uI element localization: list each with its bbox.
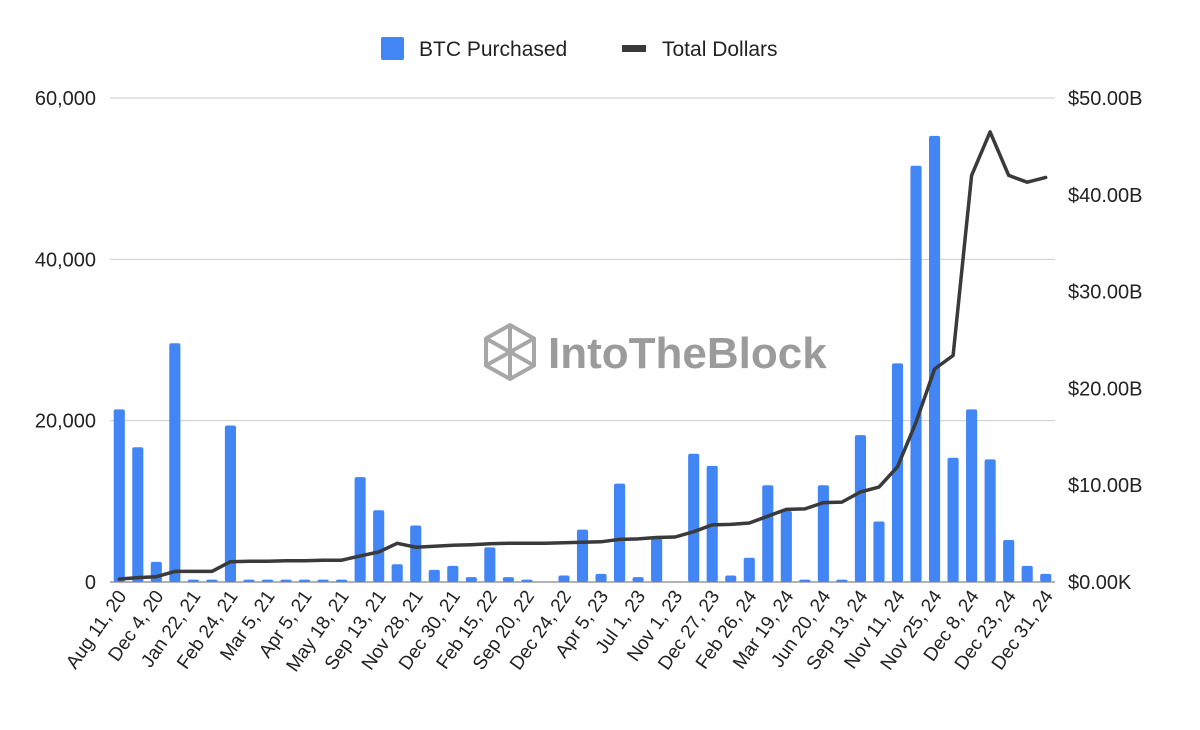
bar xyxy=(910,165,922,582)
bar xyxy=(169,343,181,582)
left-tick-label: 0 xyxy=(85,572,96,594)
bar xyxy=(465,577,477,582)
bar xyxy=(336,579,348,582)
bar xyxy=(595,573,607,582)
bar xyxy=(373,510,385,582)
cube-logo-icon xyxy=(484,323,536,381)
bar xyxy=(132,447,144,582)
bar xyxy=(484,547,496,582)
bar xyxy=(743,557,755,582)
left-tick-label: 60,000 xyxy=(35,88,96,110)
bar xyxy=(799,579,811,582)
bar xyxy=(1040,573,1052,582)
right-tick-label: $0.00K xyxy=(1068,572,1132,594)
bar xyxy=(1003,540,1015,582)
right-tick-label: $50.00B xyxy=(1068,88,1143,110)
bar xyxy=(391,564,403,582)
legend-swatch-total-dollars xyxy=(622,45,646,52)
bar xyxy=(299,579,311,582)
bar xyxy=(113,409,125,582)
bar xyxy=(1021,565,1033,582)
bar xyxy=(762,485,774,582)
bar xyxy=(428,569,440,582)
bar xyxy=(873,521,885,582)
bar xyxy=(614,483,626,582)
right-tick-label: $10.00B xyxy=(1068,475,1143,497)
bar xyxy=(224,425,236,582)
bar xyxy=(854,435,866,582)
bar xyxy=(780,511,792,582)
bar xyxy=(725,575,737,582)
right-tick-label: $20.00B xyxy=(1068,378,1143,400)
bar xyxy=(261,579,274,582)
bar xyxy=(891,363,904,582)
bar xyxy=(280,579,292,582)
bar xyxy=(187,579,199,582)
bar xyxy=(984,459,996,582)
watermark: IntoTheBlock xyxy=(484,323,827,381)
bar xyxy=(651,536,663,582)
legend: BTC Purchased Total Dollars xyxy=(381,37,778,61)
bar xyxy=(502,577,514,582)
left-tick-label: 40,000 xyxy=(35,249,96,271)
bar xyxy=(317,579,329,582)
watermark-text: IntoTheBlock xyxy=(548,329,827,378)
bar xyxy=(558,575,570,582)
right-tick-label: $40.00B xyxy=(1068,185,1143,207)
bar xyxy=(354,477,366,582)
left-tick-label: 20,000 xyxy=(35,411,96,433)
bar xyxy=(966,409,978,582)
bar xyxy=(150,561,162,582)
bar xyxy=(632,577,644,582)
bar xyxy=(243,579,255,582)
bar xyxy=(447,565,459,582)
legend-swatch-btc-purchased xyxy=(381,37,404,60)
bar xyxy=(836,579,848,582)
bar xyxy=(206,579,218,582)
right-tick-label: $30.00B xyxy=(1068,282,1143,304)
bar xyxy=(929,135,941,582)
legend-label-total-dollars: Total Dollars xyxy=(662,38,778,61)
bar xyxy=(410,525,422,582)
bar xyxy=(576,529,589,582)
bar xyxy=(521,579,533,582)
bar xyxy=(947,457,959,582)
bar xyxy=(688,453,700,582)
bar xyxy=(817,485,829,582)
right-axis-ticks: $0.00K $10.00B $20.00B $30.00B $40.00B $50.00… xyxy=(1068,88,1143,594)
line-series-total-dollars xyxy=(117,130,1048,581)
left-axis-ticks: 0 20,000 40,000 60,000 xyxy=(35,88,96,594)
legend-label-btc-purchased: BTC Purchased xyxy=(419,38,567,61)
